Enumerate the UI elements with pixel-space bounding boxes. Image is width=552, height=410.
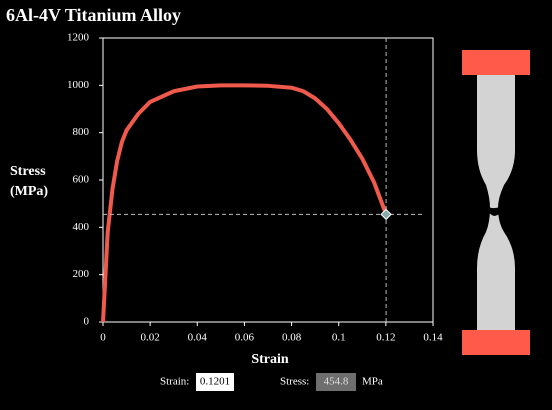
x-tick-label: 0.1: [332, 332, 346, 344]
x-axis-label: Strain: [251, 352, 289, 367]
chart-title: 6Al-4V Titanium Alloy: [6, 5, 181, 25]
specimen-body: [477, 75, 515, 330]
y-tick-label: 800: [73, 126, 90, 138]
y-tick-label: 600: [73, 174, 90, 186]
grip: [462, 50, 530, 75]
readout-label: Stress:: [280, 376, 309, 388]
x-tick-label: 0.08: [282, 332, 302, 344]
y-tick-label: 200: [73, 268, 90, 280]
x-tick-label: 0.12: [376, 332, 395, 344]
readout-value: 454.8: [324, 376, 349, 388]
y-tick-label: 400: [73, 221, 90, 233]
x-tick-label: 0: [100, 332, 106, 344]
readout-box: [196, 373, 234, 391]
fracture: [484, 203, 509, 216]
readout-box: [316, 373, 356, 391]
y-tick-label: 1200: [67, 32, 90, 44]
readout-value: 0.1201: [200, 376, 230, 388]
stress-strain-curve: [101, 83, 388, 323]
x-tick-label: 0.06: [235, 332, 255, 344]
y-tick-label: 0: [84, 316, 90, 328]
y-axis-label: (MPa): [10, 184, 48, 199]
x-tick-label: 0.14: [423, 332, 443, 344]
x-tick-label: 0.02: [141, 332, 160, 344]
y-tick-label: 1000: [67, 79, 90, 91]
readout-label: Strain:: [160, 376, 189, 388]
y-axis-label: Stress: [10, 164, 46, 179]
grip: [462, 330, 530, 355]
cursor-marker: [380, 208, 392, 221]
x-tick-label: 0.04: [188, 332, 208, 344]
readout-unit: MPa: [362, 376, 383, 388]
specimen: [462, 50, 530, 355]
